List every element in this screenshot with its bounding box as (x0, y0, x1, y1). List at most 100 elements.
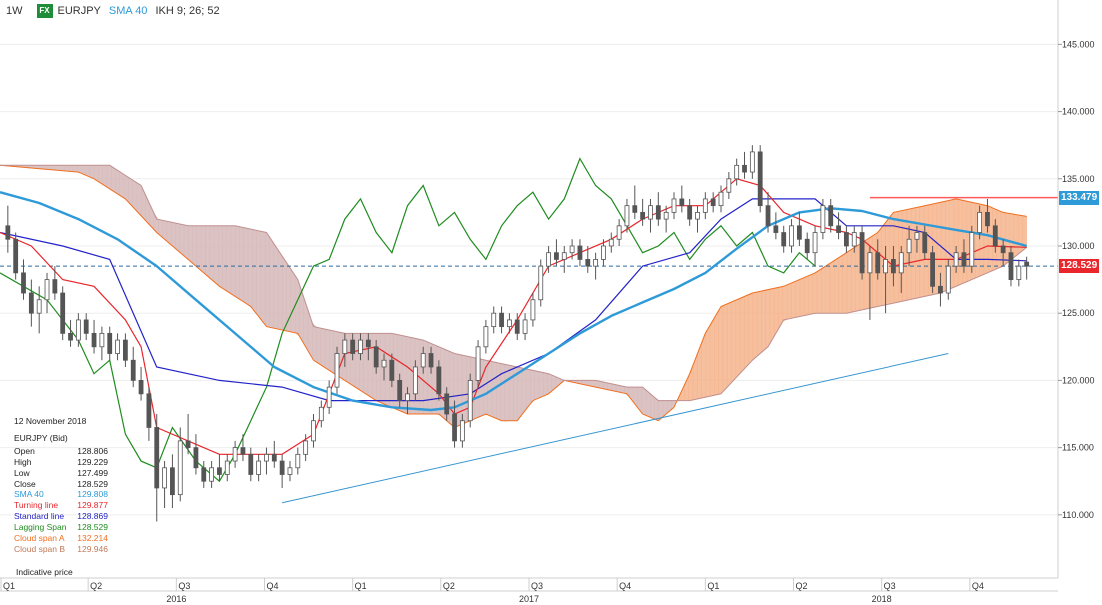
candle-body (358, 339, 363, 354)
candle-body (914, 232, 920, 240)
symbol-label[interactable]: EURJPY (57, 5, 101, 17)
legend-row-value: 132.214 (77, 533, 108, 544)
candle-body (36, 299, 42, 314)
cloud-segment (247, 228, 253, 310)
candle-body (945, 265, 951, 294)
cloud-segment (825, 262, 831, 314)
candle-body (256, 460, 262, 475)
cloud-segment (739, 296, 745, 375)
cloud-segment (264, 231, 270, 328)
candle-body (209, 467, 215, 482)
candle-body (710, 198, 716, 207)
legend-row: SMA 40 129.808 (14, 489, 108, 500)
quarter-label: Q2 (443, 581, 455, 591)
candle-body (585, 259, 591, 267)
candle-body (773, 225, 779, 233)
cloud-segment (200, 225, 206, 275)
candle-body (961, 252, 967, 267)
cloud-segment (808, 273, 814, 315)
candle-body (648, 205, 653, 220)
y-tick-label: 145.000 (1062, 39, 1095, 49)
cloud-segment (222, 225, 228, 292)
candle-body (303, 440, 309, 455)
cloud-segment (530, 369, 536, 405)
cloud-span-a-line (0, 164, 1027, 429)
cloud-segment (102, 165, 108, 188)
candle-body (679, 198, 685, 207)
sma-indicator-label[interactable]: SMA 40 (108, 5, 148, 17)
candle-body (577, 245, 583, 260)
cloud-segment (735, 297, 741, 379)
cloud-segment (252, 229, 257, 315)
legend-row: Low 127.499 (14, 468, 108, 479)
legend-row-label: Lagging Span (14, 522, 67, 533)
cloud-segment (722, 303, 728, 393)
legend-row-value: 129.229 (77, 456, 108, 467)
candle-body (985, 211, 990, 227)
cloud-segment (517, 366, 523, 422)
candle-body (538, 265, 544, 301)
legend-row-label: Cloud span B (14, 543, 66, 554)
cloud-segment (649, 392, 655, 420)
candle-body (107, 332, 113, 354)
cloud-segment (962, 199, 968, 285)
legend-row-value: 128.806 (77, 445, 108, 456)
resistance-price-tag: 133.479 (1059, 190, 1099, 205)
candle-body (271, 453, 277, 462)
candle-body (154, 427, 160, 489)
legend-row-value: 128.869 (77, 511, 108, 522)
candle-body (765, 205, 771, 227)
quarter-label: Q3 (884, 581, 896, 591)
candle-body (21, 272, 26, 294)
candle-body (671, 198, 677, 213)
candle-body (624, 205, 630, 227)
cloud-segment (256, 230, 262, 321)
cloud-segment (115, 168, 121, 196)
legend-row: Cloud span B 129.946 (14, 544, 108, 555)
cloud-segment (504, 363, 510, 422)
candle-body (224, 460, 230, 475)
candle-body (514, 319, 520, 334)
candle-body (201, 467, 207, 482)
cloud-segment (769, 287, 775, 345)
candle-body (52, 279, 58, 294)
cloud-segment (187, 225, 193, 264)
y-tick-label: 130.000 (1062, 241, 1095, 251)
cloud-segment (234, 225, 240, 300)
quarter-label: Q1 (355, 581, 367, 591)
candle-body (162, 467, 167, 489)
legend-row-label: Standard line (14, 511, 65, 522)
legend-row-value: 127.499 (77, 467, 108, 478)
candle-body (334, 353, 340, 388)
turning-line (0, 178, 1027, 455)
cloud-segment (205, 225, 210, 279)
fx-badge-icon: FX (36, 4, 53, 18)
candle-body (217, 467, 222, 475)
cloud-segment (230, 225, 236, 298)
legend-row-value: 129.877 (77, 500, 108, 511)
candle-body (311, 420, 316, 442)
lagging-span-line (0, 157, 816, 483)
candle-body (412, 366, 418, 395)
cloud-segment (63, 165, 69, 172)
interval-selector[interactable]: 1W (6, 5, 23, 17)
candle-body (742, 164, 747, 173)
cloud-segment (821, 265, 826, 314)
cloud-segment (731, 299, 737, 384)
cloud-segment (239, 226, 245, 303)
cloud-segment (508, 364, 514, 422)
cloud-segment (838, 254, 844, 314)
candle-body (185, 440, 191, 449)
cloud-segment (320, 327, 326, 369)
cloud-segment (846, 249, 852, 314)
candle-body (804, 238, 810, 254)
candle-body (828, 205, 834, 227)
quarter-label: Q4 (972, 581, 984, 591)
cloud-segment (761, 289, 767, 354)
ichimoku-indicator-label[interactable]: IKH 9; 26; 52 (155, 5, 220, 17)
candle-body (1008, 252, 1014, 280)
year-label: 2017 (519, 594, 539, 604)
candle-body (726, 178, 732, 193)
candle-body (601, 245, 606, 260)
